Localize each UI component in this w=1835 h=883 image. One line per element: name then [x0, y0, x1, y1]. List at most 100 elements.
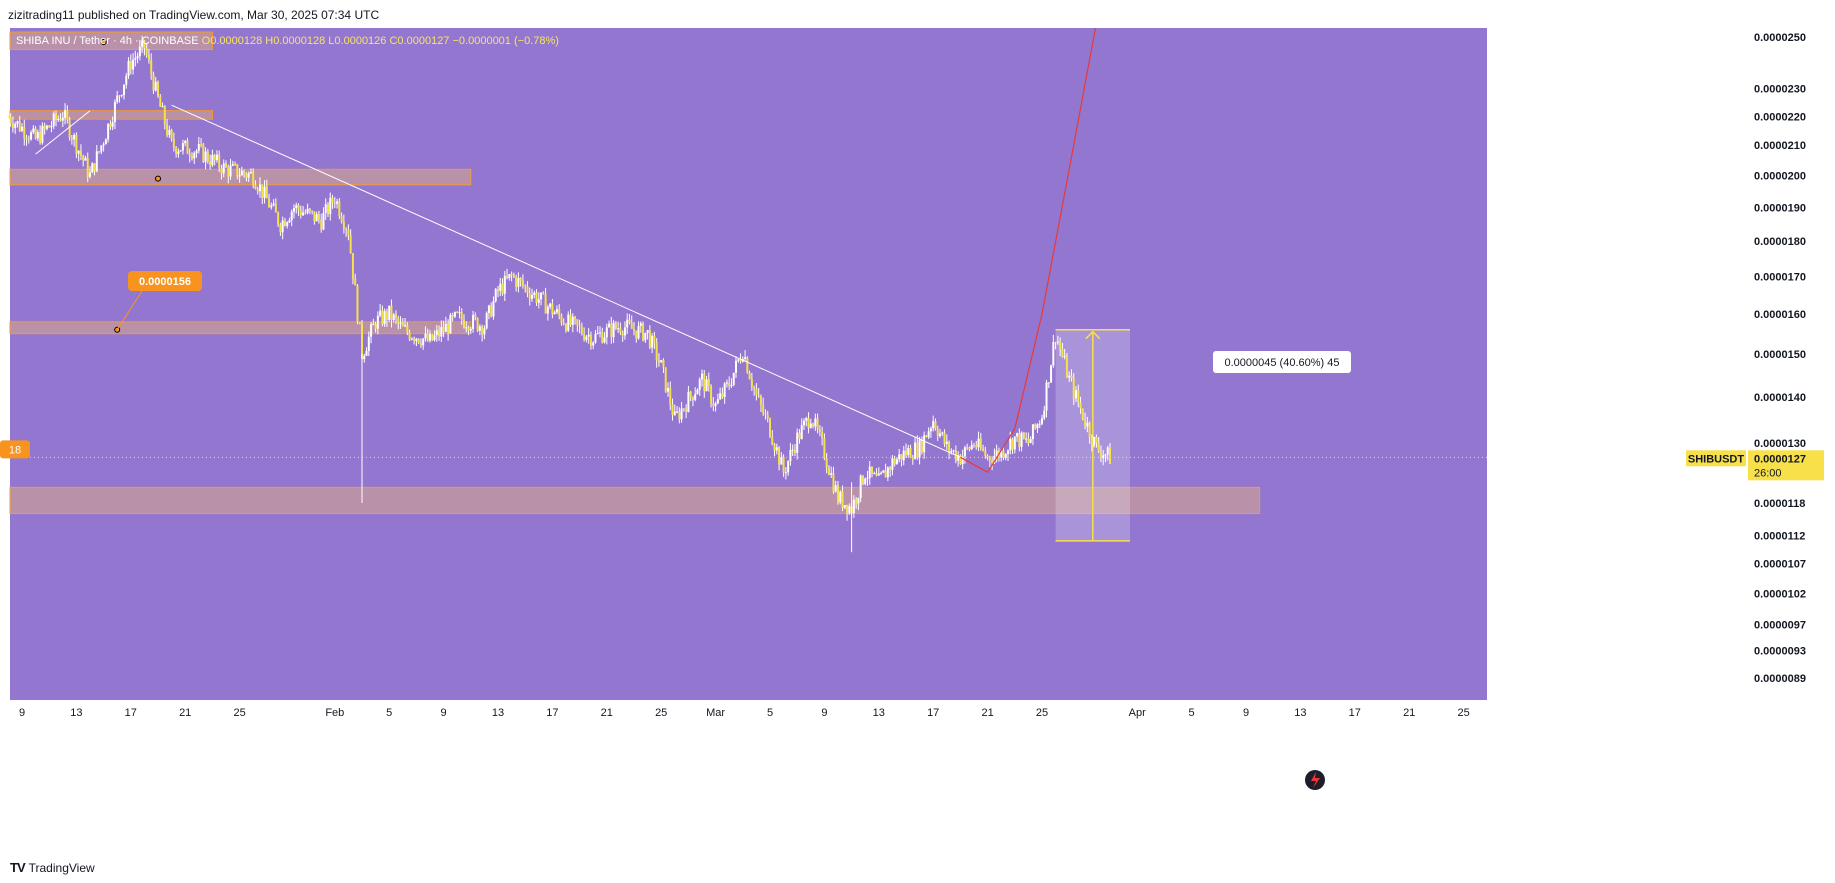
candle-body [295, 205, 298, 209]
candle-body [1081, 408, 1084, 420]
candle-body [206, 151, 209, 162]
candle-body [553, 312, 556, 315]
candle-body [254, 184, 257, 189]
candle-body [642, 323, 645, 341]
candle-body [188, 153, 191, 157]
time-tick-label: 17 [546, 707, 558, 719]
candle-body [460, 312, 463, 320]
candle-body [580, 326, 583, 334]
candle-body [419, 342, 422, 346]
candle-body [621, 332, 624, 336]
candle-body [492, 301, 495, 317]
candle-body [558, 309, 561, 316]
time-tick-label: 25 [1036, 707, 1048, 719]
candle-body [243, 170, 246, 175]
price-tick-label: 0.0000220 [1754, 111, 1806, 123]
candle-body [567, 314, 570, 331]
candle-body [778, 447, 781, 465]
candle-body [993, 455, 996, 463]
candle-body [537, 299, 540, 303]
candle-body [759, 396, 762, 405]
candle-body [234, 164, 237, 166]
candle-body [336, 201, 339, 204]
candle-body [837, 485, 839, 503]
price-tick-label: 0.0000230 [1754, 84, 1806, 96]
candle-body [1075, 390, 1077, 399]
candle-body [370, 324, 373, 337]
candle-body [852, 499, 855, 513]
candle-body [193, 153, 196, 159]
candle-body [363, 355, 366, 360]
candle-body [549, 303, 552, 307]
candle-body [827, 467, 830, 475]
candle-body [979, 438, 982, 449]
candle-body [599, 332, 601, 334]
zone-4 [9, 321, 472, 335]
candle-body [288, 220, 291, 223]
price-tag-box [1748, 450, 1824, 481]
candle-body [494, 289, 497, 302]
candle-body [846, 505, 849, 514]
candle-body [766, 414, 769, 419]
candle-body [889, 467, 892, 470]
candle-body [959, 455, 962, 465]
time-tick-label: Feb [325, 707, 344, 719]
candle-body [34, 128, 37, 139]
candle-body [653, 335, 656, 343]
candle-body [395, 314, 397, 319]
candle-body [440, 327, 443, 337]
candle-body [120, 95, 123, 97]
candle-body [1099, 451, 1102, 458]
candle-body [830, 473, 833, 475]
candle-body [157, 81, 159, 97]
candle-body [739, 359, 742, 362]
candle-body [129, 61, 132, 70]
candle-body [270, 205, 273, 208]
candle-body [111, 122, 114, 127]
candle-body [438, 330, 441, 337]
candle-body [812, 423, 815, 427]
candle-body [236, 164, 239, 177]
candle-body [388, 305, 391, 320]
candle-body [345, 228, 348, 230]
candle-body [52, 113, 55, 126]
candle-body [950, 451, 953, 453]
candle-body [961, 456, 964, 465]
candle-body [986, 456, 989, 458]
candle-body [1002, 450, 1005, 458]
candle-body [1079, 402, 1082, 409]
candle-body [909, 448, 912, 459]
price-chart[interactable]: 0.0000156 0.0000045 (40.60%) 45 18 0.000025… [0, 28, 1835, 850]
chart-frame[interactable]: 0.0000156 0.0000045 (40.60%) 45 18 0.000025… [0, 28, 1835, 850]
candle-body [315, 214, 318, 222]
candle-body [458, 312, 461, 314]
countdown-text: 26:00 [1754, 467, 1782, 479]
candle-body [703, 373, 706, 392]
price-tag-text: 0.0000127 [1754, 453, 1806, 465]
candle-body [528, 293, 531, 299]
candle-body [673, 411, 676, 416]
candle-body [170, 130, 173, 140]
candle-body [988, 456, 991, 461]
candle-body [1097, 442, 1100, 452]
anchor-dot [155, 175, 161, 182]
candle-body [753, 387, 756, 389]
candle-body [517, 278, 520, 287]
candle-body [93, 163, 96, 172]
candle-body [596, 333, 599, 335]
candle-body [546, 306, 549, 314]
candle-body [36, 132, 39, 139]
candle-body [873, 473, 876, 475]
candle-body [329, 197, 332, 215]
candle-body [1056, 341, 1059, 343]
candle-body [789, 450, 792, 462]
candle-body [710, 385, 713, 404]
candle-body [691, 396, 694, 401]
tradingview-logo: TV TradingView [10, 860, 95, 875]
candle-body [186, 140, 189, 154]
candle-body [1029, 439, 1032, 444]
candle-body [356, 285, 359, 322]
candle-body [877, 473, 880, 476]
candle-body [175, 147, 178, 154]
time-tick-label: Apr [1129, 707, 1146, 719]
